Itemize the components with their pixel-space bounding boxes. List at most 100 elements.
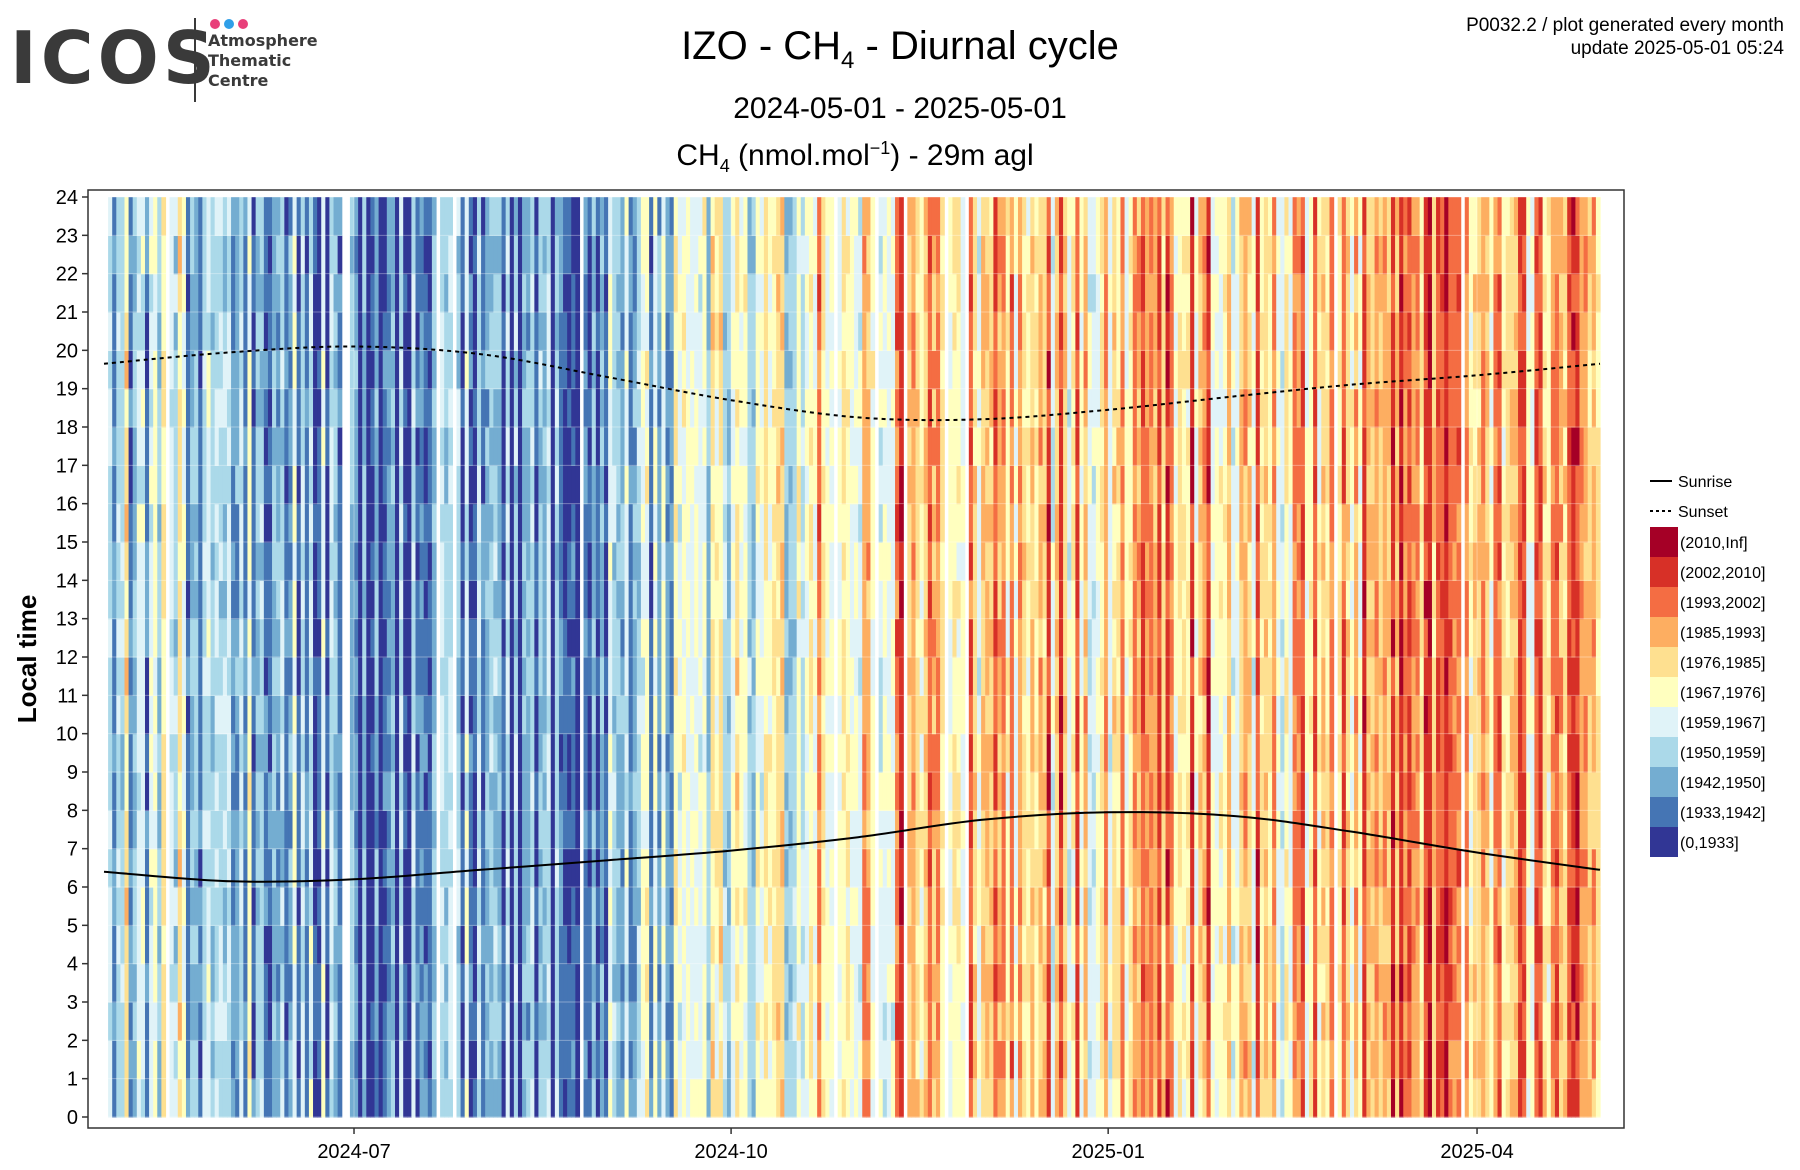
heatmap-cell: [669, 1078, 675, 1118]
heatmap-cell: [530, 810, 535, 850]
heatmap-cell: [751, 312, 757, 351]
heatmap-cell: [735, 1002, 740, 1041]
heatmap-cell: [755, 580, 761, 620]
heatmap-cell: [735, 350, 740, 390]
heatmap-cell: [538, 925, 544, 965]
heatmap-cell: [415, 580, 421, 620]
heatmap-cell: [231, 542, 236, 581]
heatmap-cell: [587, 580, 593, 620]
heatmap-cell: [628, 197, 634, 236]
heatmap-cell: [386, 657, 392, 696]
heatmap-cell: [226, 810, 232, 850]
heatmap-cell: [222, 657, 228, 696]
heatmap-cell: [444, 733, 449, 773]
heatmap-cell: [222, 925, 228, 965]
heatmap-cell: [202, 772, 208, 811]
heatmap-cell: [956, 350, 962, 390]
heatmap-cell: [907, 580, 913, 620]
heatmap-cell: [821, 503, 826, 543]
heatmap-cell: [997, 618, 1003, 658]
heatmap-cell: [362, 350, 367, 390]
heatmap-cell: [780, 657, 785, 696]
heatmap-cell: [505, 235, 511, 275]
heatmap-cell: [267, 695, 273, 735]
heatmap-cell: [284, 657, 290, 696]
plot-info: P0032.2 / plot generated every month upd…: [1466, 14, 1784, 60]
heatmap-cell: [571, 772, 576, 811]
heatmap-cell: [190, 1078, 195, 1118]
heatmap-cell: [960, 1078, 966, 1118]
heatmap-cell: [243, 810, 249, 850]
heatmap-cell: [272, 1040, 277, 1080]
heatmap-cell: [370, 580, 376, 620]
heatmap-cell: [591, 388, 597, 428]
heatmap-cell: [497, 273, 503, 313]
heatmap-cell: [407, 197, 412, 236]
heatmap-cell: [993, 1040, 999, 1080]
heatmap-cell: [206, 657, 212, 696]
heatmap-cell: [575, 1002, 581, 1041]
heatmap-cell: [157, 810, 162, 850]
heatmap-cell: [161, 465, 167, 505]
heatmap-cell: [292, 618, 298, 658]
heatmap-cell: [878, 848, 884, 888]
heatmap-cell: [460, 695, 466, 735]
heatmap-cell: [968, 887, 974, 926]
heatmap-cell: [739, 580, 744, 620]
heatmap-cell: [558, 465, 564, 505]
heatmap-cell: [415, 733, 421, 773]
heatmap-cell: [210, 1002, 216, 1041]
heatmap-cell: [608, 963, 613, 1003]
heatmap-cell: [694, 772, 699, 811]
heatmap-cell: [317, 618, 322, 658]
heatmap-cell: [378, 1040, 384, 1080]
heatmap-cell: [472, 427, 478, 466]
heatmap-cell: [349, 388, 355, 428]
heatmap-cell: [800, 848, 806, 888]
heatmap-cell: [239, 810, 244, 850]
heatmap-cell: [657, 427, 663, 466]
heatmap-cell: [591, 427, 597, 466]
heatmap-cell: [440, 733, 445, 773]
heatmap-cell: [194, 312, 199, 351]
heatmap-cell: [526, 388, 531, 428]
heatmap-cell: [116, 695, 121, 735]
heatmap-cell: [813, 657, 818, 696]
heatmap-cell: [522, 580, 527, 620]
heatmap-cell: [739, 695, 744, 735]
heatmap-cell: [448, 618, 453, 658]
heatmap-cell: [686, 657, 691, 696]
heatmap-cell: [431, 1078, 437, 1118]
heatmap-cell: [456, 925, 462, 965]
heatmap-cell: [882, 925, 888, 965]
heatmap-cell: [296, 1002, 302, 1041]
heatmap-cell: [255, 887, 261, 926]
heatmap-cell: [554, 963, 560, 1003]
heatmap-cell: [136, 695, 142, 735]
heatmap-cell: [686, 695, 691, 735]
heatmap-cell: [686, 1002, 691, 1041]
heatmap-cell: [288, 1002, 294, 1041]
heatmap-cell: [472, 1078, 478, 1118]
heatmap-cell: [849, 1078, 855, 1118]
heatmap-cell: [686, 312, 691, 351]
heatmap-cell: [431, 925, 437, 965]
heatmap-cell: [821, 695, 826, 735]
heatmap-cell: [411, 657, 417, 696]
heatmap-cell: [337, 925, 343, 965]
heatmap-cell: [218, 1002, 224, 1041]
heatmap-cell: [538, 695, 544, 735]
heatmap-cell: [927, 733, 933, 773]
heatmap-cell: [558, 695, 564, 735]
heatmap-cell: [821, 1078, 826, 1118]
heatmap-cell: [214, 772, 220, 811]
heatmap-cell: [854, 465, 859, 505]
heatmap-cell: [690, 695, 695, 735]
heatmap-cell: [587, 542, 593, 581]
heatmap-cell: [161, 925, 167, 965]
heatmap-cell: [751, 695, 757, 735]
heatmap-cell: [923, 503, 929, 543]
heatmap-cell: [985, 657, 990, 696]
heatmap-cell: [977, 197, 982, 236]
heatmap-cell: [653, 925, 658, 965]
